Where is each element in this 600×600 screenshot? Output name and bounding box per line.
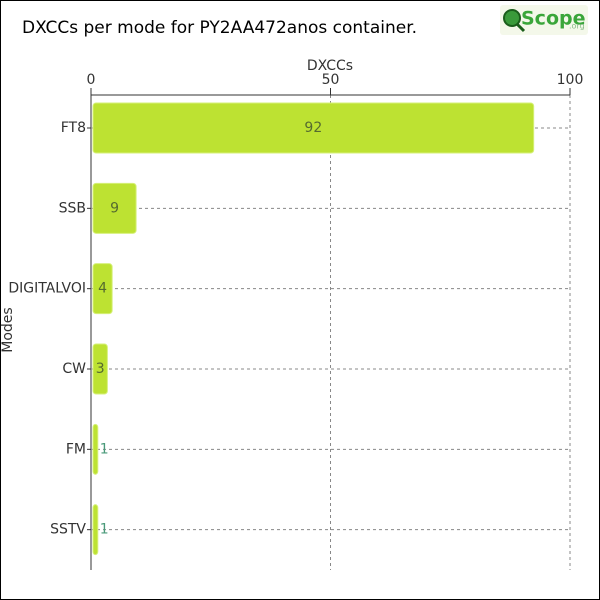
- bar: [92, 504, 99, 556]
- bar: [92, 423, 99, 475]
- value-label: 92: [304, 120, 322, 136]
- bar: [92, 182, 137, 234]
- x-tick-label: 0: [87, 72, 96, 88]
- y-tick-label: FT8: [61, 120, 86, 136]
- value-label: 9: [110, 200, 119, 216]
- logo-text: Scope: [521, 8, 586, 30]
- y-tick-label: FM: [66, 441, 86, 457]
- bar: [92, 263, 113, 315]
- y-tick-label: SSB: [59, 200, 86, 216]
- y-tick-label: SSTV: [50, 522, 86, 538]
- bar: [92, 343, 108, 395]
- x-tick-label: 100: [557, 72, 584, 88]
- y-tick-label: DIGITALVOI: [8, 281, 86, 297]
- logo: Scope .org: [500, 5, 588, 35]
- logo-handle: [515, 22, 526, 33]
- value-label: 1: [100, 441, 109, 457]
- y-tick-label: CW: [62, 361, 86, 377]
- value-label: 3: [96, 361, 105, 377]
- x-tick-label: 50: [322, 72, 340, 88]
- logo-icon: [503, 9, 521, 27]
- logo-suffix: .org: [569, 22, 585, 31]
- value-label: 1: [100, 522, 109, 538]
- y-axis-label: Modes: [0, 307, 16, 352]
- x-axis-label: DXCCs: [307, 58, 353, 74]
- value-label: 4: [98, 281, 107, 297]
- bar: [92, 102, 535, 154]
- chart-title: DXCCs per mode for PY2AA472anos containe…: [22, 18, 417, 38]
